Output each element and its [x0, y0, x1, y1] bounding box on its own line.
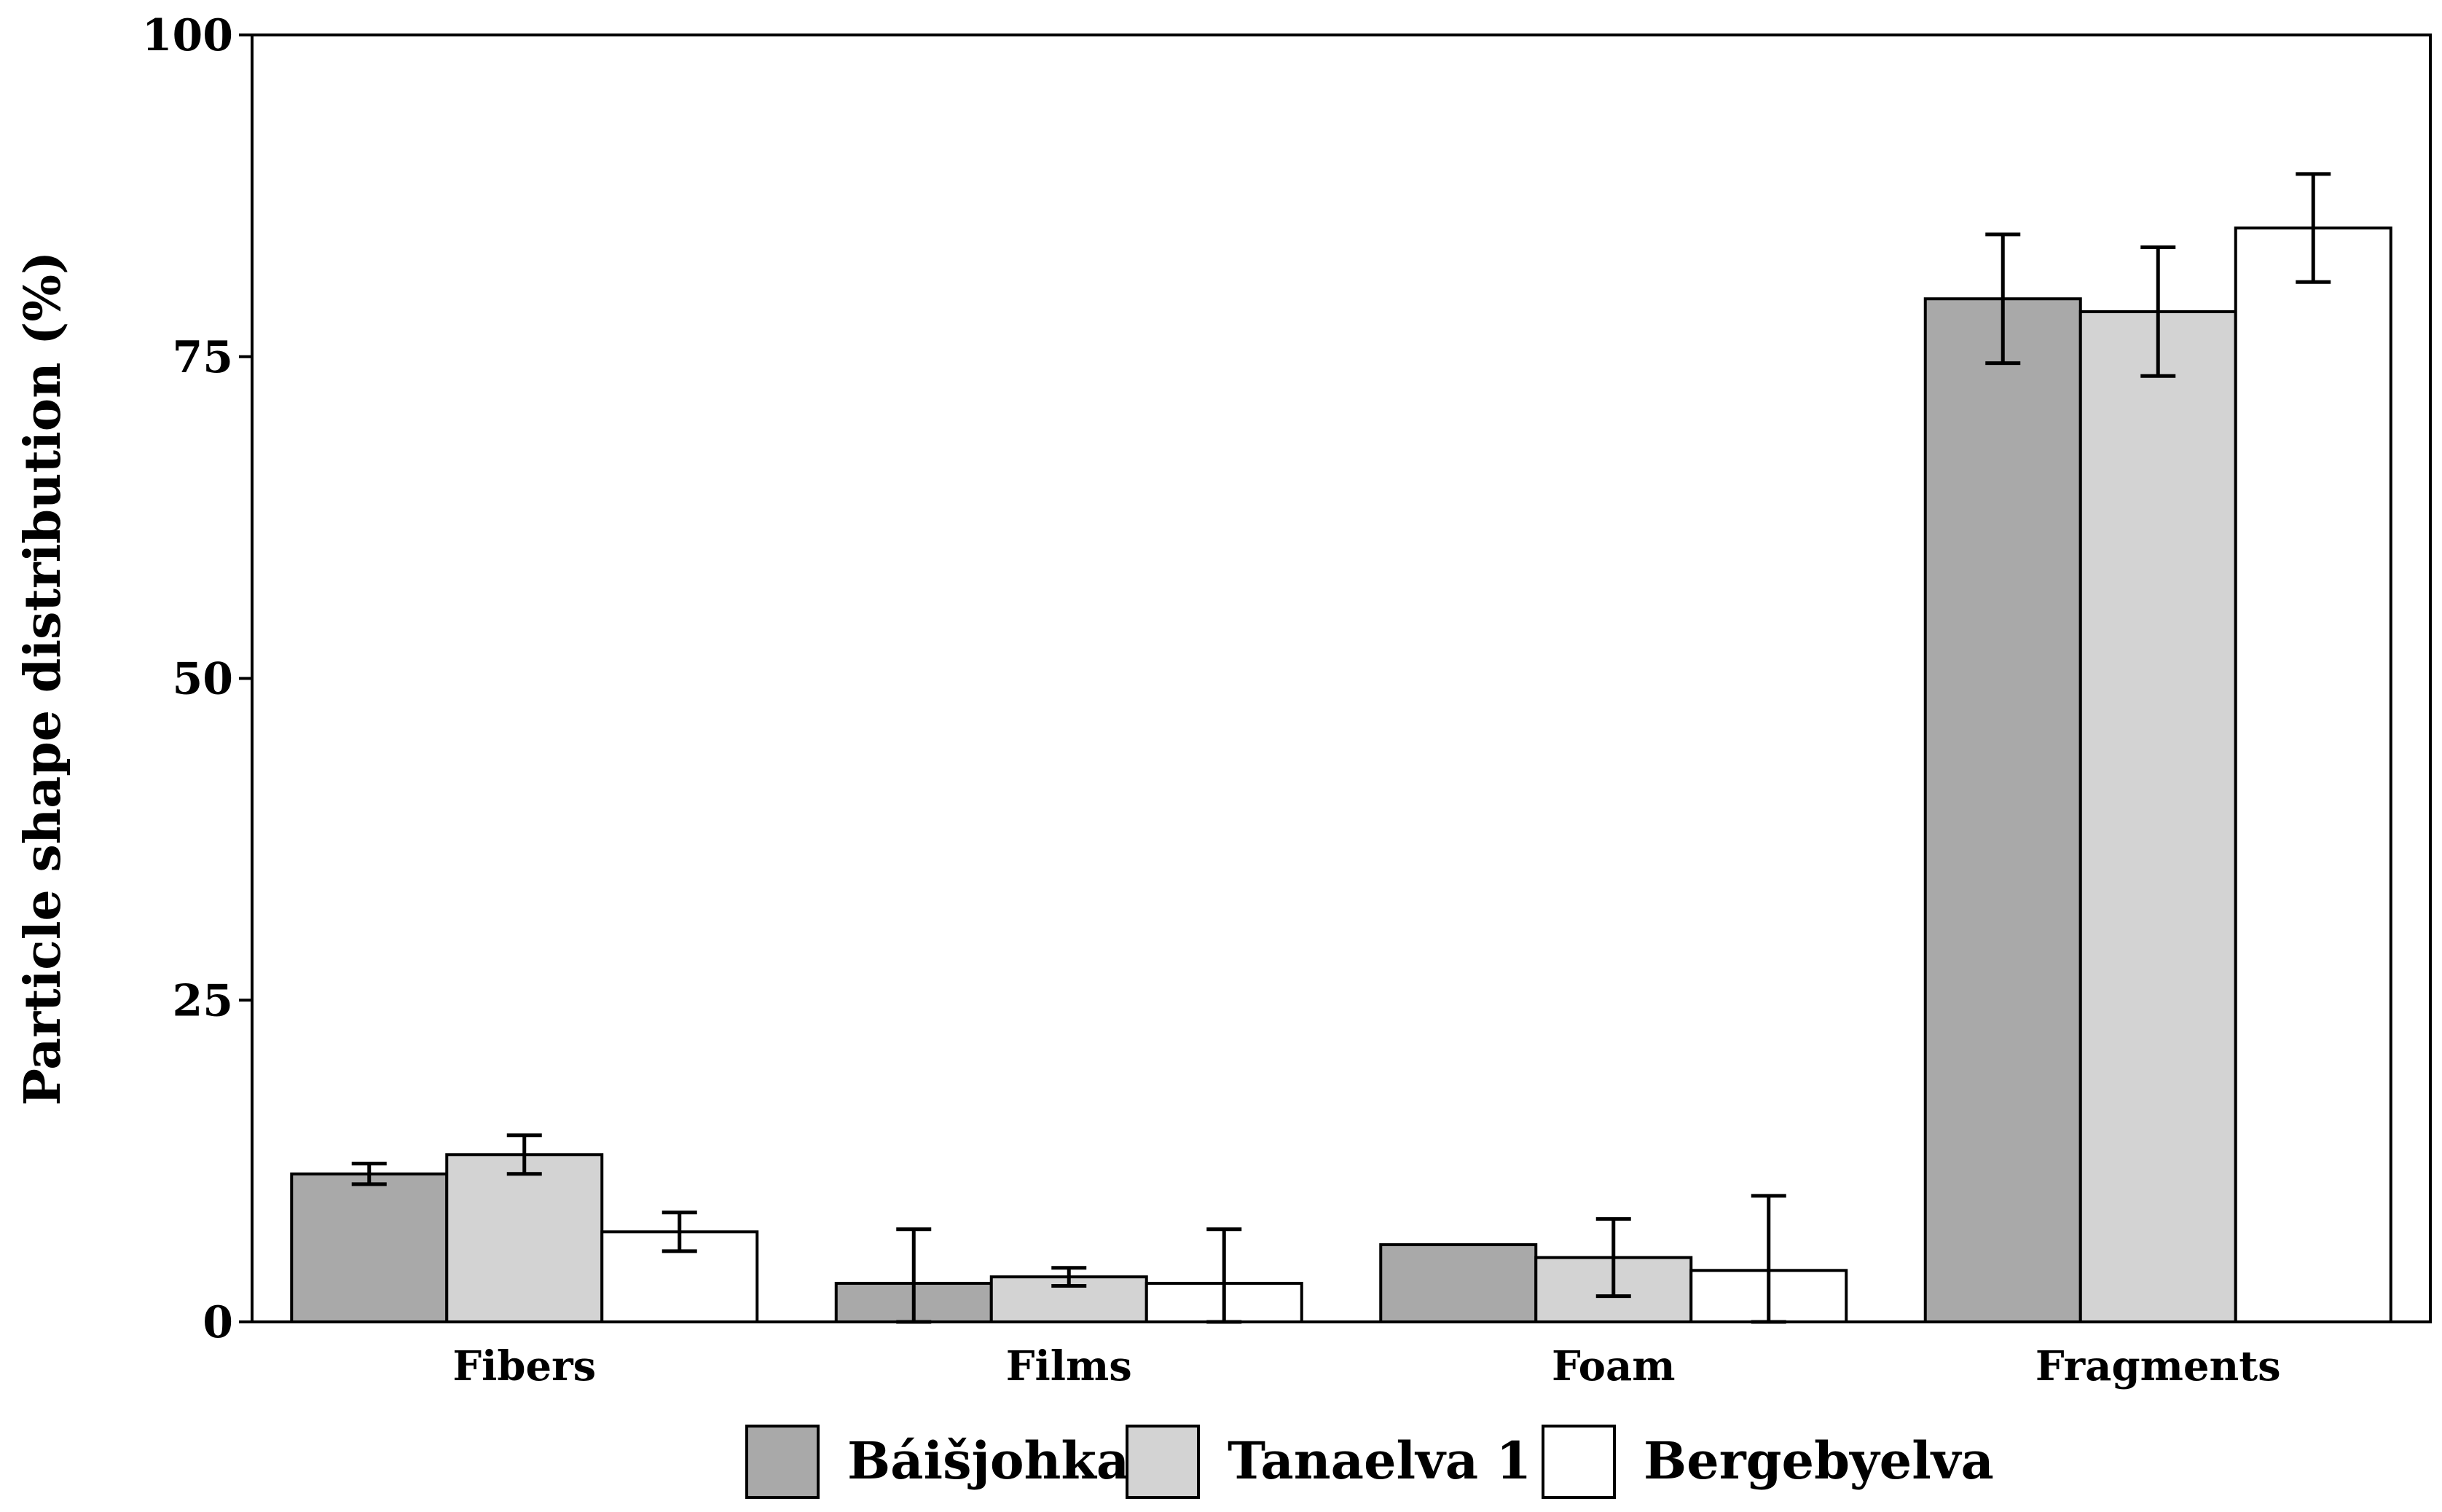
legend-swatch-2 — [1542, 1425, 1616, 1499]
legend-label-0: Báišjohka — [847, 1430, 1129, 1491]
y-tick-label: 75 — [173, 332, 234, 383]
bar-fragments-1 — [2078, 310, 2237, 1323]
x-tick-label-fibers: Fibers — [452, 1342, 596, 1390]
bar-foam-0 — [1379, 1243, 1538, 1323]
x-tick-label-films: Films — [1006, 1342, 1132, 1390]
x-tick-label-fragments: Fragments — [2035, 1342, 2281, 1390]
legend-swatch-1 — [1126, 1425, 1200, 1499]
y-tick-label: 25 — [173, 975, 234, 1026]
y-tick-label: 50 — [173, 654, 234, 705]
bar-fragments-2 — [2234, 227, 2392, 1323]
bar-fibers-0 — [290, 1172, 449, 1324]
y-axis-label: Particle shape distribution (%) — [14, 251, 72, 1106]
bar-fragments-0 — [1923, 297, 2082, 1323]
y-tick-label: 0 — [203, 1297, 233, 1348]
y-tick-label: 100 — [142, 10, 233, 61]
legend-label-1: Tanaelva 1 — [1228, 1430, 1531, 1491]
bar-fibers-1 — [445, 1153, 604, 1324]
x-tick-label-foam: Foam — [1552, 1342, 1676, 1390]
legend-label-2: Bergebyelva — [1644, 1430, 1994, 1491]
legend-swatch-0 — [745, 1425, 820, 1499]
